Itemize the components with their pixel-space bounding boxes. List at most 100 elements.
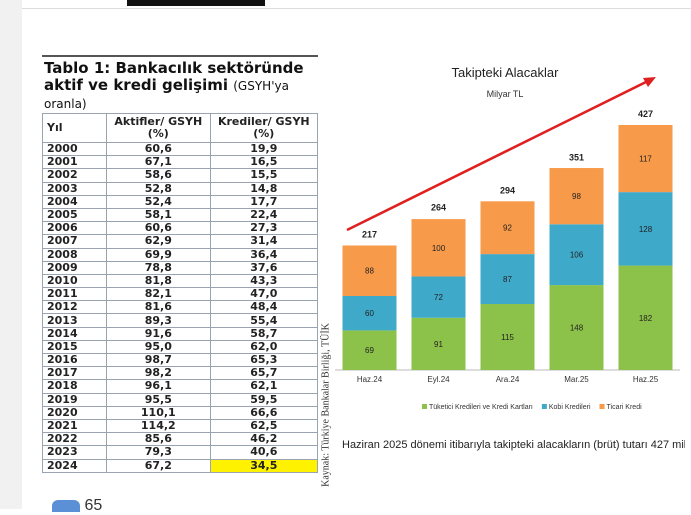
table-cell: 98,7 bbox=[106, 352, 211, 368]
bar-segment bbox=[480, 201, 535, 255]
table-cell: 60,6 bbox=[106, 141, 211, 157]
table-cell: 81,6 bbox=[106, 300, 211, 315]
x-tick-label: Mar.25 bbox=[564, 375, 589, 384]
table-cell: 62,5 bbox=[209, 418, 319, 434]
bar-segment bbox=[411, 317, 466, 370]
table-row: 2001 67,1 16,5 bbox=[42, 155, 319, 170]
segment-label: 106 bbox=[570, 251, 584, 260]
chart-subtitle: Milyar TL bbox=[487, 89, 524, 99]
total-label: 217 bbox=[362, 229, 377, 239]
top-bar bbox=[127, 0, 265, 6]
table-cell: 2008 bbox=[42, 247, 107, 262]
table-cell: 78,8 bbox=[106, 260, 211, 275]
table-row: 2022 85,6 46,2 bbox=[42, 432, 319, 447]
table-cell: 110,1 bbox=[106, 405, 211, 420]
footer: 65 bbox=[52, 497, 102, 515]
table-row: 2006 60,6 27,3 bbox=[42, 221, 319, 236]
table-row: 2016 98,7 65,3 bbox=[42, 352, 319, 368]
table-cell: 36,4 bbox=[209, 247, 319, 262]
legend-swatch bbox=[422, 404, 427, 409]
table-cell: 82,1 bbox=[106, 287, 211, 302]
table-title-box: Tablo 1: Bankacılık sektöründe aktif ve … bbox=[44, 60, 320, 113]
table-row: 2024 67,2 34,5 bbox=[42, 458, 319, 473]
table-cell: 2009 bbox=[42, 260, 107, 275]
table-cell: 48,4 bbox=[209, 300, 319, 315]
table-cell: 2019 bbox=[42, 392, 107, 407]
chart-title: Takipteki Alacaklar bbox=[452, 65, 560, 80]
table-cell: 52,4 bbox=[106, 194, 211, 209]
bar-segment bbox=[618, 265, 673, 370]
bar-segment bbox=[549, 168, 604, 225]
table-cell: 27,3 bbox=[209, 221, 319, 236]
table-row: 2014 91,6 58,7 bbox=[42, 326, 319, 341]
table-cell: 81,8 bbox=[106, 273, 211, 289]
chart: Takipteki Alacaklar Milyar TL Haziran 20… bbox=[335, 65, 685, 451]
table-cell: 2002 bbox=[42, 168, 107, 183]
segment-label: 100 bbox=[432, 244, 446, 253]
table-cell: 67,2 bbox=[106, 458, 211, 473]
table-row: 2011 82,1 47,0 bbox=[42, 287, 319, 302]
segment-label: 98 bbox=[572, 192, 581, 201]
bar-segment bbox=[480, 304, 535, 370]
total-label: 427 bbox=[638, 109, 653, 119]
bar-segment bbox=[411, 276, 466, 318]
table-cell: 2012 bbox=[42, 300, 107, 315]
legend-label: Kobi Kredileri bbox=[549, 404, 591, 411]
segment-label: 88 bbox=[365, 267, 374, 276]
x-tick-label: Ara.24 bbox=[496, 375, 520, 384]
table-cell: 2001 bbox=[42, 155, 107, 170]
table-cell: 85,6 bbox=[106, 432, 211, 447]
table-row: 2023 79,3 40,6 bbox=[42, 445, 319, 460]
table-cell: 58,1 bbox=[106, 207, 211, 223]
total-label: 294 bbox=[500, 185, 515, 195]
segment-label: 128 bbox=[639, 225, 653, 234]
table-cell: 19,9 bbox=[209, 141, 319, 157]
bar-segment bbox=[411, 219, 466, 277]
table-cell: 2003 bbox=[42, 181, 107, 196]
table-cell: 2024 bbox=[42, 458, 107, 473]
table-row: 2002 58,6 15,5 bbox=[42, 168, 319, 183]
bar-segment bbox=[618, 192, 673, 266]
table-cell: 98,2 bbox=[106, 366, 211, 381]
table-row: 2013 89,3 55,4 bbox=[42, 313, 319, 328]
table-cell: 89,3 bbox=[106, 313, 211, 328]
legend-label: Tüketici Kredileri ve Kredi Kartları bbox=[429, 404, 533, 411]
total-label: 351 bbox=[569, 153, 584, 163]
header-cell: Krediler/ GSYH (%) bbox=[209, 113, 319, 143]
x-tick-label: Eyl.24 bbox=[427, 375, 450, 384]
table-cell: 62,0 bbox=[209, 339, 319, 355]
legend-swatch bbox=[541, 404, 547, 409]
table-cell: 31,4 bbox=[209, 234, 319, 249]
segment-label: 117 bbox=[639, 155, 652, 164]
reaction-icons bbox=[52, 499, 80, 512]
segment-label: 92 bbox=[503, 224, 512, 233]
table-cell: 2022 bbox=[42, 432, 107, 447]
rule bbox=[42, 55, 318, 57]
table-row: 2015 95,0 62,0 bbox=[42, 339, 319, 355]
table-cell: 58,6 bbox=[106, 168, 211, 183]
table-row: 2021 114,2 62,5 bbox=[42, 418, 319, 434]
table-cell: 2023 bbox=[42, 445, 107, 460]
table-row: 2004 52,4 17,7 bbox=[42, 194, 319, 209]
table-cell: 2014 bbox=[42, 326, 107, 341]
segment-label: 72 bbox=[434, 293, 443, 302]
header-row: Yıl Aktifler/ GSYH (%) Krediler/ GSYH (%… bbox=[42, 113, 319, 143]
legend-swatch bbox=[599, 404, 605, 409]
table-cell: 95,5 bbox=[106, 392, 211, 407]
table-cell: 2006 bbox=[42, 221, 107, 236]
table-cell: 79,3 bbox=[106, 445, 211, 460]
divider bbox=[22, 8, 691, 9]
segment-label: 87 bbox=[503, 275, 512, 284]
table-cell: 69,9 bbox=[106, 247, 211, 262]
table-body: 2000 60,6 19,9 2001 67,1 16,5 2002 58,6 15,5 2003… bbox=[42, 141, 319, 473]
table-cell: 58,7 bbox=[209, 326, 319, 341]
table-cell: 2018 bbox=[42, 379, 107, 394]
table-cell: 37,6 bbox=[209, 260, 319, 275]
legend-label: Ticari Kredi bbox=[607, 404, 643, 411]
table-cell: 17,7 bbox=[209, 194, 319, 209]
table-cell: 2010 bbox=[42, 273, 107, 289]
bar-segment bbox=[342, 295, 397, 331]
table-cell: 59,5 bbox=[209, 392, 319, 407]
table-row: 2012 81,6 48,4 bbox=[42, 300, 319, 315]
